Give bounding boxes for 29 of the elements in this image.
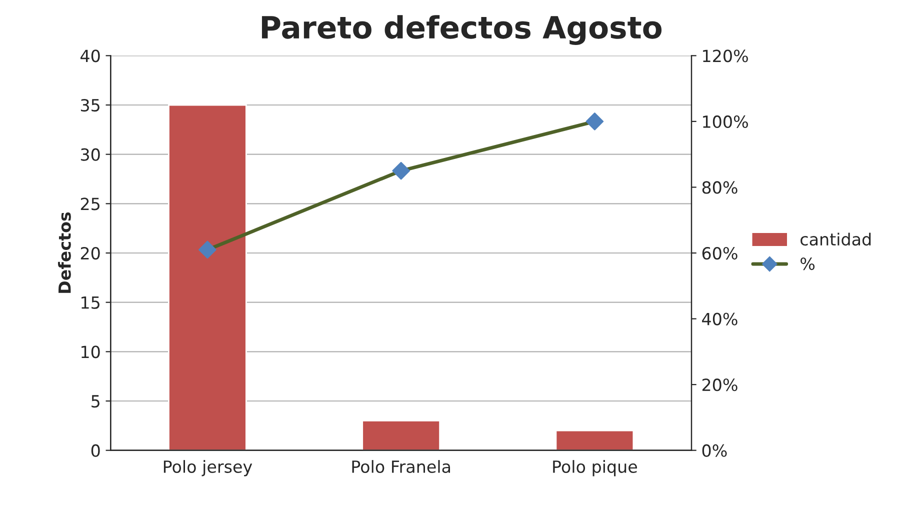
y2-tick-label: 0% bbox=[702, 444, 727, 457]
x-tick-label: Polo pique bbox=[553, 460, 637, 476]
y2-tick-label: 100% bbox=[703, 115, 748, 128]
y-tick-label: 30 bbox=[80, 148, 100, 161]
y-tick-label: 25 bbox=[80, 198, 100, 210]
y2-tick-label: 20% bbox=[702, 378, 738, 392]
chart-title: Pareto defectos Agosto bbox=[262, 15, 662, 45]
y-tick-label: 0 bbox=[91, 444, 100, 457]
y-tick-label: 10 bbox=[82, 346, 100, 358]
y2-tick-label: 120% bbox=[703, 50, 748, 62]
x-tick-label: Polo jersey bbox=[164, 460, 252, 476]
legend-label: cantidad bbox=[800, 232, 871, 246]
y-tick-label: 35 bbox=[80, 98, 100, 112]
x-tick-label: Polo Franela bbox=[352, 460, 450, 473]
bar bbox=[168, 104, 247, 450]
y2-tick-label: 60% bbox=[702, 246, 738, 260]
point bbox=[392, 162, 410, 180]
bar bbox=[555, 430, 634, 450]
y-tick-label: 15 bbox=[82, 296, 100, 309]
y-axis-title: Defectos bbox=[58, 212, 71, 293]
bar bbox=[362, 420, 440, 450]
y2-tick-label: 40% bbox=[702, 312, 738, 326]
y-tick-label: 20 bbox=[80, 246, 100, 260]
y-tick-label: 5 bbox=[92, 395, 100, 408]
legend-label: % bbox=[800, 257, 815, 270]
point bbox=[586, 112, 604, 130]
y2-tick-label: 80% bbox=[702, 181, 738, 194]
point bbox=[198, 240, 216, 259]
y-tick-label: 40 bbox=[80, 50, 100, 62]
